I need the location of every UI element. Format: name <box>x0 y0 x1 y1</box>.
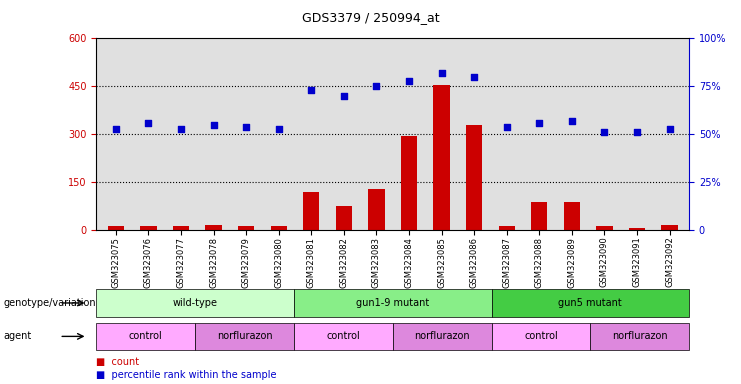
Text: ■  count: ■ count <box>96 357 139 367</box>
Bar <box>629 228 645 230</box>
Point <box>534 120 545 126</box>
Bar <box>140 225 156 230</box>
Text: control: control <box>524 331 558 341</box>
Text: control: control <box>129 331 162 341</box>
Bar <box>303 192 319 230</box>
Point <box>631 129 643 136</box>
Point <box>403 78 415 84</box>
Bar <box>401 136 417 230</box>
Text: agent: agent <box>4 331 32 341</box>
Point <box>599 129 611 136</box>
Bar <box>531 202 548 230</box>
Bar <box>336 207 352 230</box>
Text: GDS3379 / 250994_at: GDS3379 / 250994_at <box>302 12 439 25</box>
Text: gun5 mutant: gun5 mutant <box>559 298 622 308</box>
Bar <box>173 226 189 230</box>
Point <box>273 126 285 132</box>
Point <box>240 124 252 130</box>
Bar <box>107 225 124 230</box>
Text: norflurazon: norflurazon <box>414 331 470 341</box>
Bar <box>433 85 450 230</box>
Point <box>338 93 350 99</box>
Point <box>566 118 578 124</box>
Point <box>370 83 382 89</box>
Point <box>664 126 676 132</box>
Bar <box>238 226 254 230</box>
Bar <box>270 225 287 230</box>
Bar <box>597 226 613 230</box>
Bar <box>368 189 385 230</box>
Bar <box>499 226 515 230</box>
Text: genotype/variation: genotype/variation <box>4 298 96 308</box>
Text: control: control <box>327 331 360 341</box>
Point <box>468 74 480 80</box>
Text: gun1-9 mutant: gun1-9 mutant <box>356 298 429 308</box>
Bar <box>662 225 678 230</box>
Bar <box>466 125 482 230</box>
Point <box>142 120 154 126</box>
Text: ■  percentile rank within the sample: ■ percentile rank within the sample <box>96 370 277 380</box>
Text: wild-type: wild-type <box>173 298 218 308</box>
Point <box>305 87 317 93</box>
Bar <box>205 225 222 230</box>
Point <box>207 122 219 128</box>
Text: norflurazon: norflurazon <box>216 331 273 341</box>
Point <box>175 126 187 132</box>
Point <box>436 70 448 76</box>
Point <box>110 126 122 132</box>
Point <box>501 124 513 130</box>
Bar <box>564 202 580 230</box>
Text: norflurazon: norflurazon <box>612 331 668 341</box>
